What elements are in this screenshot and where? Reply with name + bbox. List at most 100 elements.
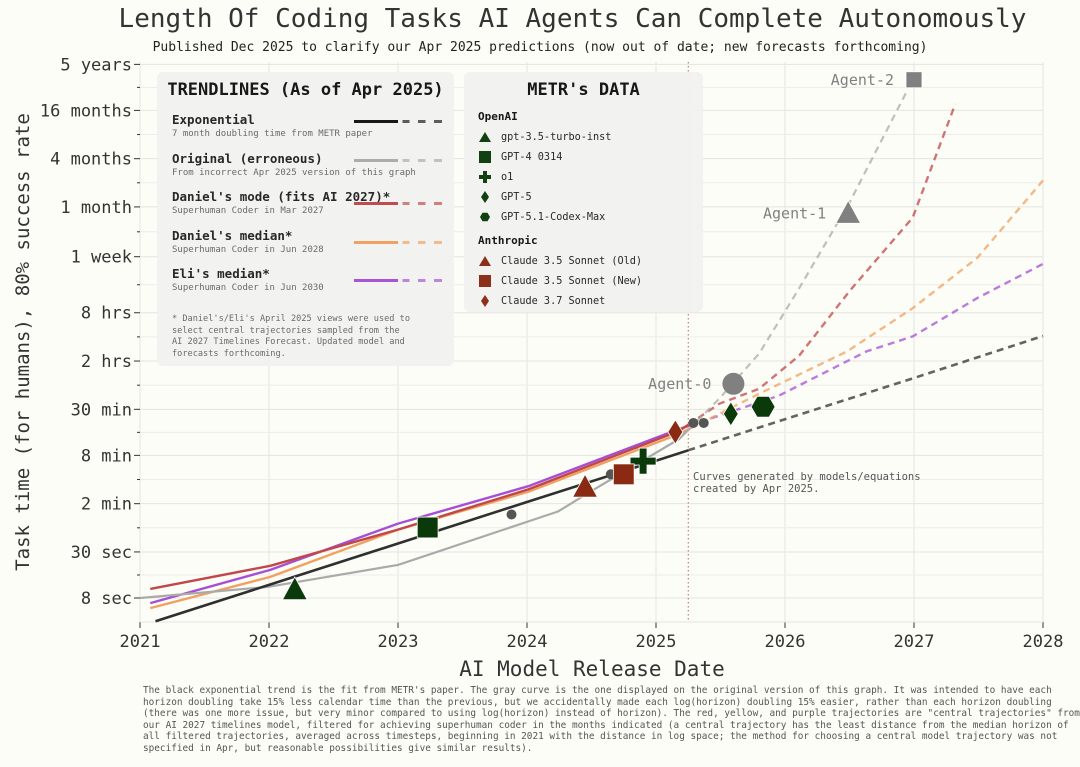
trendline-projection — [687, 262, 1044, 428]
model-point-gpt-3-5-turbo-inst — [281, 576, 308, 601]
legend-line-swatch — [354, 158, 442, 162]
legend-model-name: o1 — [501, 171, 514, 183]
legend-trendline-item: Original (erroneous) From incorrect Apr 2… — [172, 151, 442, 178]
legend-trendlines-title: TRENDLINES (As of Apr 2025) — [167, 80, 444, 100]
legend-line-swatch — [354, 120, 442, 123]
legend-trendlines: TRENDLINES (As of Apr 2025) Exponential 7… — [157, 72, 454, 366]
y-tick-label: 30 sec — [71, 543, 132, 563]
legend-model-name: GPT-5 — [501, 191, 532, 203]
trendline-projection — [687, 103, 957, 426]
model-point-claude-3-7-sonnet — [667, 419, 684, 445]
model-point-gpt-5 — [722, 401, 739, 427]
legend-model-name: Claude 3.7 Sonnet — [501, 295, 606, 307]
other-model-point — [688, 417, 699, 428]
trendline-solid — [139, 429, 690, 600]
model-point-o1 — [629, 447, 657, 475]
legend-model-item: Claude 3.7 Sonnet — [478, 295, 605, 307]
legend-trendline-name: Exponential — [172, 112, 255, 127]
agent-point-agent-1 — [835, 199, 862, 224]
diamond-marker-icon — [481, 295, 489, 307]
plus-marker-icon — [479, 171, 491, 183]
x-axis-label: AI Model Release Date — [459, 657, 725, 681]
model-point-claude-3-5-sonnet-new- — [612, 463, 635, 486]
x-tick-label: 2025 — [636, 632, 677, 652]
other-model-point — [506, 509, 517, 520]
legend-model-item: Claude 3.5 Sonnet (New) — [478, 275, 642, 287]
hexagon-marker-icon — [480, 212, 490, 222]
trendline-projection — [687, 334, 1044, 452]
legend-trendline-item: Exponential 7 month doubling time from ME… — [172, 112, 442, 139]
legend-line-swatch — [354, 279, 442, 282]
y-tick-label: 5 years — [60, 55, 132, 75]
agent-point-agent-0 — [722, 372, 745, 395]
chart-title: Length Of Coding Tasks AI Agents Can Com… — [118, 4, 1027, 34]
y-tick-label: 8 sec — [81, 589, 132, 609]
y-tick-label: 4 months — [50, 150, 132, 170]
agent-label: Agent-0 — [648, 375, 711, 393]
trendline-projection — [687, 179, 1044, 431]
y-tick-label: 2 hrs — [81, 352, 132, 372]
legend-model-item: GPT-5.1-Codex-Max — [478, 211, 605, 223]
y-tick-label: 1 month — [60, 198, 132, 218]
agent-label: Agent-2 — [831, 71, 894, 89]
projection-annotation: Curves generated by models/equations cre… — [693, 471, 921, 495]
other-model-point — [698, 417, 709, 428]
y-tick-label: 30 min — [71, 400, 132, 420]
legend-model-name: Claude 3.5 Sonnet (New) — [501, 275, 643, 287]
trendline-solid — [150, 423, 689, 591]
y-tick-label: 16 months — [40, 101, 132, 121]
legend-trendline-name: Original (erroneous) — [172, 150, 323, 166]
legend-trendline-desc: Superhuman Coder in Jun 2030 — [172, 283, 324, 293]
legend-model-item: GPT-4 0314 — [478, 151, 562, 163]
legend-model-name: GPT-5.1-Codex-Max — [501, 211, 606, 223]
x-tick-label: 2022 — [249, 632, 290, 652]
y-tick-label: 2 min — [81, 495, 132, 515]
trendline-solid — [149, 424, 689, 605]
y-tick-label: 8 hrs — [81, 304, 132, 324]
agent-label: Agent-1 — [763, 205, 826, 223]
trendline-projection — [687, 89, 909, 431]
x-tick-label: 2027 — [894, 632, 935, 652]
y-tick-label: 8 min — [81, 446, 132, 466]
legend-data: METR's DATA OpenAI gpt-3.5-turbo-inst GPT-… — [464, 72, 703, 312]
x-tick-label: 2024 — [507, 632, 548, 652]
legend-trendline-desc: From incorrect Apr 2025 version of this … — [172, 167, 416, 178]
model-point-gpt-4-0314 — [416, 516, 439, 539]
legend-trendline-item: Eli's median* Superhuman Coder in Jun 203… — [172, 266, 442, 293]
diamond-marker-icon — [481, 191, 489, 203]
triangle-marker-icon — [479, 132, 491, 142]
model-point-claude-3-5-sonnet-old- — [572, 473, 599, 498]
legend-group-label: Anthropic — [478, 234, 538, 247]
x-tick-label: 2028 — [1023, 632, 1064, 652]
chart-subtitle: Published Dec 2025 to clarify our Apr 20… — [152, 40, 928, 55]
legend-line-swatch — [354, 202, 442, 205]
legend-trendline-desc: 7 month doubling time from METR paper — [172, 129, 373, 139]
legend-group-label: OpenAI — [478, 110, 518, 123]
legend-model-item: Claude 3.5 Sonnet (Old) — [478, 255, 642, 267]
legend-line-swatch — [354, 240, 442, 244]
trendline-solid — [155, 449, 689, 623]
legend-trendline-name: Daniel's mode (fits AI 2027)* — [172, 189, 391, 204]
legend-trendline-name: Eli's median* — [172, 266, 270, 281]
legend-model-item: gpt-3.5-turbo-inst — [478, 131, 611, 143]
square-marker-icon — [479, 151, 491, 163]
triangle-marker-icon — [479, 256, 491, 266]
x-tick-label: 2021 — [120, 632, 161, 652]
legend-model-name: GPT-4 0314 — [501, 151, 563, 163]
legend-trendline-item: Daniel's mode (fits AI 2027)* Superhuman … — [172, 189, 442, 216]
square-marker-icon — [479, 275, 491, 287]
legend-model-name: gpt-3.5-turbo-inst — [501, 131, 612, 143]
x-tick-label: 2023 — [378, 632, 419, 652]
agent-point-agent-2 — [905, 71, 923, 89]
footnote: The black exponential trend is the fit f… — [143, 685, 1080, 754]
model-point-gpt-5-1-codex-max — [750, 395, 776, 418]
legend-trendline-item: Daniel's median* Superhuman Coder in Jun … — [172, 228, 442, 255]
legend-data-title: METR's DATA — [527, 80, 640, 100]
legend-model-item: GPT-5 — [478, 191, 532, 203]
legend-model-item: o1 — [478, 171, 513, 183]
legend-model-name: Claude 3.5 Sonnet (Old) — [501, 255, 643, 267]
legend-trendline-desc: Superhuman Coder in Jun 2028 — [172, 244, 324, 255]
x-tick-label: 2026 — [765, 632, 806, 652]
legend-note: * Daniel's/Eli's April 2025 views were u… — [172, 314, 410, 359]
legend-trendline-desc: Superhuman Coder in Mar 2027 — [172, 206, 324, 216]
